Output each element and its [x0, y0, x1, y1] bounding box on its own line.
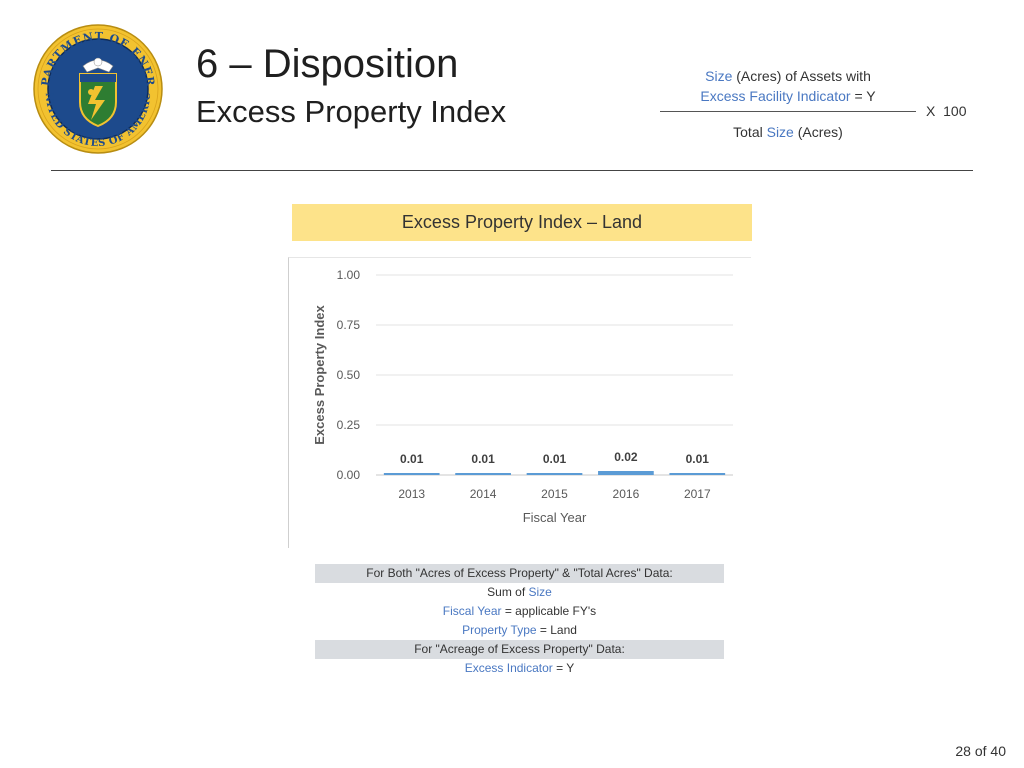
definition-fiscal-year-value: = applicable FY's	[501, 604, 597, 618]
data-label: 0.01	[400, 452, 424, 466]
x-tick-label: 2014	[470, 487, 497, 501]
y-tick-label: 1.00	[337, 268, 361, 282]
formula-denominator-prefix: Total	[733, 124, 767, 140]
x-tick-label: 2013	[398, 487, 425, 501]
definition-row-sum: Sum of Size	[315, 583, 724, 602]
x-tick-label: 2016	[613, 487, 640, 501]
bar-2014	[455, 473, 511, 475]
page-title: 6 – Disposition	[196, 42, 459, 86]
bar-2017	[669, 473, 726, 475]
definition-property-type-value: = Land	[536, 623, 577, 637]
doe-seal-logo: DEPARTMENT OF ENERGY UNITED STATES OF AM…	[33, 24, 163, 154]
page-number: 28 of 40	[955, 743, 1006, 759]
y-tick-label: 0.75	[337, 318, 361, 332]
x-tick-label: 2017	[684, 487, 711, 501]
index-formula: Size (Acres) of Assets with Excess Facil…	[660, 66, 970, 140]
definition-row-excess-data: For "Acreage of Excess Property" Data:	[315, 640, 724, 659]
definition-row-fiscal-year: Fiscal Year = applicable FY's	[315, 602, 724, 621]
formula-fraction-bar	[660, 111, 916, 112]
definition-sum-prefix: Sum of	[487, 585, 529, 599]
definition-excess-indicator-value: = Y	[552, 661, 575, 675]
y-axis-title: Excess Property Index	[312, 305, 327, 445]
bar-2016	[598, 471, 654, 475]
header-divider	[51, 170, 973, 171]
definition-term-size: Size	[528, 585, 552, 599]
formula-term-excess-facility-indicator: Excess Facility Indicator	[700, 88, 851, 104]
bar-2015	[526, 473, 583, 475]
formula-numerator-text: (Acres) of Assets with	[732, 68, 871, 84]
chart-title: Excess Property Index – Land	[292, 204, 752, 241]
y-tick-label: 0.00	[337, 468, 361, 482]
definition-term-excess-indicator: Excess Indicator	[464, 661, 553, 675]
chart-frame	[288, 257, 751, 548]
y-tick-label: 0.50	[337, 368, 361, 382]
definition-term-fiscal-year: Fiscal Year	[442, 604, 502, 618]
formula-denominator: Total Size (Acres)	[660, 124, 916, 140]
bar-2013	[383, 473, 440, 475]
data-label: 0.02	[614, 450, 638, 464]
bar-chart: 0.00 0.25 0.50 0.75 1.00 0.01 2013 0.01 2014 0.01…	[312, 268, 733, 525]
page-subtitle: Excess Property Index	[196, 94, 507, 129]
data-label: 0.01	[543, 452, 567, 466]
definition-row-excess-indicator: Excess Indicator = Y	[315, 659, 724, 678]
definition-term-property-type: Property Type	[462, 623, 537, 637]
definition-row-property-type: Property Type = Land	[315, 621, 724, 640]
formula-numerator: Size (Acres) of Assets with Excess Facil…	[660, 66, 916, 106]
formula-term-size: Size	[705, 68, 733, 84]
formula-denominator-suffix: (Acres)	[793, 124, 843, 140]
formula-multiplier: X 100	[926, 103, 967, 119]
x-tick-label: 2015	[541, 487, 568, 501]
formula-numerator-condition: = Y	[850, 88, 876, 104]
formula-denominator-term: Size	[766, 124, 794, 140]
data-label: 0.01	[686, 452, 710, 466]
x-axis-title: Fiscal Year	[523, 510, 587, 525]
definition-row-both-data: For Both "Acres of Excess Property" & "T…	[315, 564, 724, 583]
data-label: 0.01	[471, 452, 495, 466]
y-tick-label: 0.25	[337, 418, 361, 432]
